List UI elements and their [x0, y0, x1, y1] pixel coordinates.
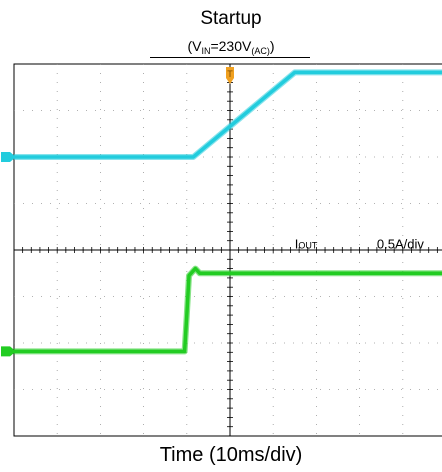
subtitle-rule — [150, 57, 310, 58]
subtitle-mid: =230V — [210, 38, 252, 54]
subtitle-vin-sub: IN — [201, 46, 211, 56]
trace-out-glow — [14, 69, 442, 160]
subtitle-suffix: ) — [269, 38, 275, 54]
trace-out — [14, 266, 442, 354]
trigger-marker-icon — [226, 67, 234, 84]
trace-out — [14, 70, 442, 159]
subtitle-ac-sub: (AC) — [251, 46, 270, 56]
trace-out-glow — [14, 265, 442, 355]
ground-marker-out — [1, 152, 16, 162]
channel-label-out: IOUT — [295, 236, 318, 251]
trigger-marker-label: T — [227, 69, 233, 79]
chart-subtitle: (VIN=230V(AC)) — [0, 38, 442, 56]
ground-marker-out — [1, 346, 16, 357]
subtitle-prefix: (V — [187, 38, 202, 54]
x-axis-label: Time (10ms/div) — [159, 444, 303, 466]
channel-scale-out: 0.5A/div — [377, 236, 424, 251]
oscilloscope-plot: TVOUT2V/divIOUT0.5A/div — [1, 63, 442, 437]
chart-title: Startup — [200, 8, 262, 29]
